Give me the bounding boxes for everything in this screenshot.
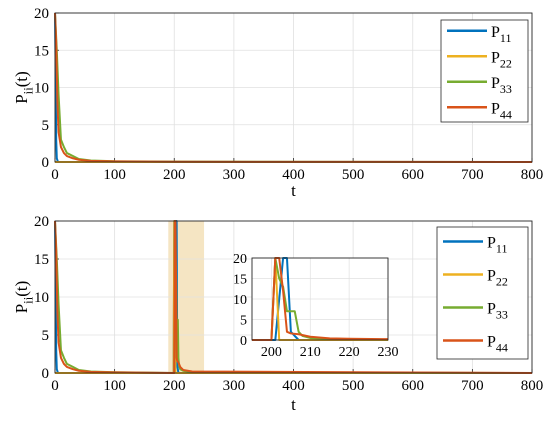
inset-xtick-label: 200 [261, 345, 282, 360]
inset-ytick-label: 10 [233, 293, 247, 308]
bottom-xtick-label: 0 [51, 378, 59, 394]
bottom-ytick-label: 10 [34, 290, 49, 306]
bottom-xtick-label: 500 [342, 378, 365, 394]
top-legend-label: P33 [491, 75, 512, 96]
top-legend-label: P22 [491, 49, 512, 70]
bottom-xtick-label: 400 [282, 378, 305, 394]
inset-xtick-label: 210 [300, 345, 321, 360]
top-chart: 0 100 200 300 400 500 600 700 800 0 5 10 15 20 t Pii(t)… [12, 6, 543, 200]
top-xtick-label: 200 [163, 167, 186, 183]
top-ytick-label: 10 [34, 81, 49, 97]
top-xtick-label: 500 [342, 167, 365, 183]
bottom-xtick-label: 600 [402, 378, 425, 394]
bottom-xtick-label: 700 [461, 378, 484, 394]
bottom-xlabel: t [291, 395, 296, 414]
top-xtick-label: 100 [103, 167, 126, 183]
inset-xtick-label: 220 [339, 345, 360, 360]
bottom-xtick-label: 100 [103, 378, 126, 394]
top-legend-box [440, 19, 529, 123]
bottom-legend-label: P33 [487, 301, 508, 322]
bottom-chart: 0 100 200 300 400 500 600 700 80005101520tPii(t)… [12, 214, 543, 414]
inset-ytick-label: 20 [233, 252, 247, 267]
top-ytick-label: 5 [42, 118, 50, 134]
top-ylabel: Pii(t) [12, 71, 35, 104]
bottom-ytick-label: 0 [42, 366, 50, 382]
inset-series-line [252, 257, 389, 341]
top-series-line-p44 [54, 12, 533, 163]
top-xtick-label: 700 [461, 167, 484, 183]
top-xtick-label: 300 [223, 167, 246, 183]
top-ylabel-group: Pii(t) [12, 71, 35, 104]
inset-ytick-label: 15 [233, 273, 247, 288]
bottom-ylabel-group: Pii(t) [12, 281, 35, 314]
top-xtick-label: 800 [521, 167, 544, 183]
inset-ytick-label: 5 [240, 314, 247, 329]
inset-ytick-label: 0 [240, 334, 247, 349]
top-plot-frame [54, 12, 533, 163]
bottom-inset-chart: 200 210 220 230 0 5 10 15 20 [233, 252, 399, 360]
bottom-xtick-label: 300 [223, 378, 246, 394]
top-ytick-label: 20 [34, 6, 49, 22]
bottom-legend-label: P11 [487, 235, 507, 256]
bottom-plot-frame [54, 220, 533, 374]
top-ytick-label: 0 [42, 155, 50, 171]
inset-xtick-label: 230 [378, 345, 399, 360]
top-xtick-label: 0 [51, 167, 59, 183]
bottom-legend-label: P44 [487, 334, 508, 355]
top-xtick-label: 400 [282, 167, 305, 183]
bottom-ylabel: Pii(t) [12, 281, 35, 314]
bottom-xtick-label: 200 [163, 378, 186, 394]
bottom-legend-box [436, 226, 529, 360]
bottom-ytick-label: 15 [34, 252, 49, 268]
inset-frame [251, 257, 389, 341]
bottom-ytick-label: 5 [42, 328, 50, 344]
bottom-xtick-label: 800 [521, 378, 544, 394]
bottom-ytick-label: 20 [34, 214, 49, 230]
top-xlabel: t [291, 181, 296, 200]
top-legend-label: P11 [491, 24, 511, 45]
bottom-legend-label: P22 [487, 268, 508, 289]
top-ytick-label: 15 [34, 43, 49, 59]
top-legend-label: P44 [491, 100, 512, 121]
top-xtick-label: 600 [402, 167, 425, 183]
